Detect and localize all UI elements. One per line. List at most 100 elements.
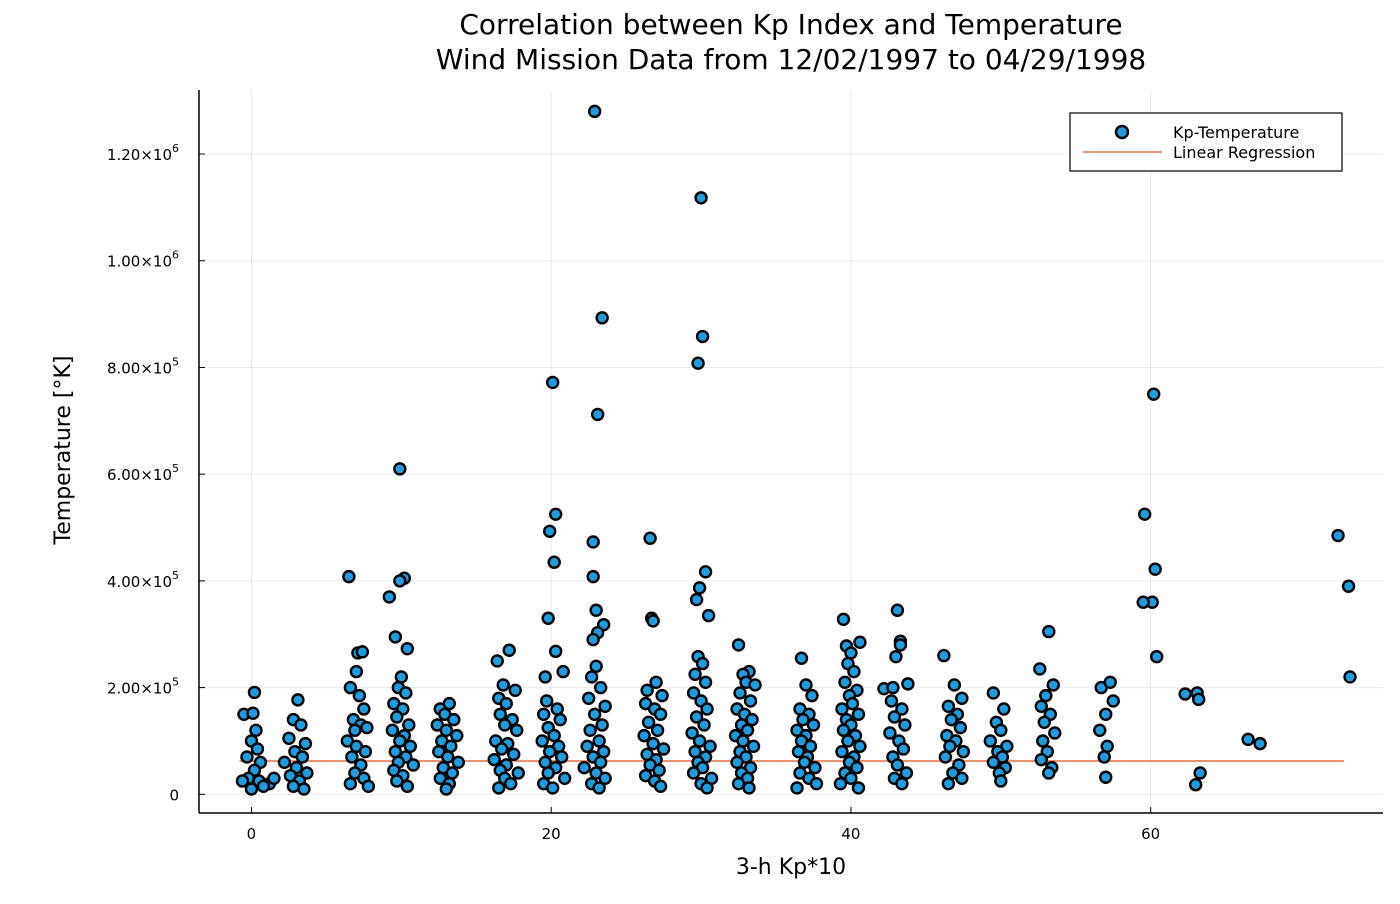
data-point (646, 614, 660, 628)
data-point (649, 675, 663, 689)
data-point (953, 720, 968, 735)
data-point (700, 702, 714, 716)
data-point (246, 706, 260, 720)
legend: Kp-Temperature Linear Regression (1069, 112, 1343, 172)
x-tick-label: 40 (841, 825, 860, 843)
data-point (511, 766, 525, 780)
data-point (388, 630, 403, 644)
data-point (1099, 770, 1113, 784)
data-point (1191, 692, 1206, 707)
data-point (836, 723, 851, 737)
legend-box (1069, 112, 1343, 172)
data-point (697, 718, 711, 732)
x-tick-label: 60 (1141, 825, 1160, 843)
data-point (492, 781, 506, 795)
data-point (360, 720, 374, 735)
data-point (543, 744, 557, 759)
data-point (342, 569, 356, 584)
legend-label-regression: Linear Regression (1173, 143, 1315, 162)
y-tick-label: 1.20×106 (107, 142, 179, 164)
data-point (586, 632, 600, 647)
data-point (593, 755, 608, 770)
data-point (1103, 675, 1117, 689)
data-point (853, 739, 867, 754)
data-point (901, 677, 915, 691)
data-point (1146, 387, 1161, 401)
data-point (748, 678, 762, 692)
data-point (589, 603, 603, 617)
data-point (640, 683, 654, 697)
data-point (445, 766, 459, 780)
data-point (393, 462, 407, 476)
data-point (899, 766, 914, 780)
data-point (1097, 750, 1111, 764)
data-point (547, 555, 561, 569)
data-point (399, 686, 413, 700)
data-point (686, 766, 701, 780)
data-point (400, 641, 415, 656)
data-point (546, 781, 560, 795)
data-point (294, 718, 308, 732)
data-point (730, 755, 744, 770)
data-point (703, 739, 717, 754)
data-point (595, 311, 609, 325)
data-point (584, 670, 599, 684)
data-point (803, 739, 818, 754)
chart-title: Correlation between Kp Index and Tempera… (459, 8, 1122, 41)
data-point (547, 728, 561, 743)
data-point (586, 535, 600, 549)
data-point (889, 649, 903, 664)
data-point (490, 654, 504, 668)
data-point (540, 694, 554, 708)
data-point (883, 726, 897, 740)
data-point (1148, 562, 1162, 576)
data-point (581, 691, 596, 705)
data-point (556, 664, 570, 679)
data-point (794, 651, 809, 665)
data-point (345, 750, 359, 764)
y-axis-label: Temperature [°K] (51, 356, 76, 546)
data-point (439, 723, 453, 737)
x-axis-label: 3-h Kp*10 (736, 855, 846, 880)
data-point (997, 702, 1011, 716)
data-point (895, 776, 909, 791)
data-point (689, 592, 704, 607)
data-point (277, 755, 292, 770)
data-point (598, 699, 612, 713)
data-point (388, 744, 403, 759)
data-point (994, 723, 1008, 737)
data-point (896, 742, 911, 756)
data-point (295, 750, 310, 764)
data-point (447, 712, 461, 727)
data-point (595, 718, 609, 732)
data-point (986, 686, 1001, 700)
data-point (938, 750, 953, 764)
data-point (394, 670, 409, 684)
data-point (590, 407, 605, 422)
data-point (1188, 778, 1203, 792)
data-point (247, 685, 262, 700)
data-point (691, 356, 705, 370)
data-point (450, 728, 464, 743)
data-point (402, 718, 416, 732)
data-point (357, 702, 371, 716)
y-tick-layer: 0 2.00×105 4.00×105 6.00×105 8.00×105 1.00×10… (107, 142, 205, 804)
data-point (403, 739, 418, 754)
data-point (835, 744, 849, 759)
data-point (1138, 507, 1152, 521)
data-point (586, 569, 600, 584)
data-point (298, 736, 313, 751)
data-point (1048, 726, 1062, 740)
data-point (267, 771, 281, 786)
data-point (887, 710, 902, 724)
data-point (352, 688, 367, 703)
data-point (553, 712, 567, 727)
data-point (256, 779, 271, 794)
data-point (790, 781, 804, 795)
data-point (385, 723, 400, 737)
data-point (941, 776, 956, 791)
data-point (541, 611, 555, 625)
data-point (1331, 528, 1345, 543)
data-point (994, 774, 1008, 788)
